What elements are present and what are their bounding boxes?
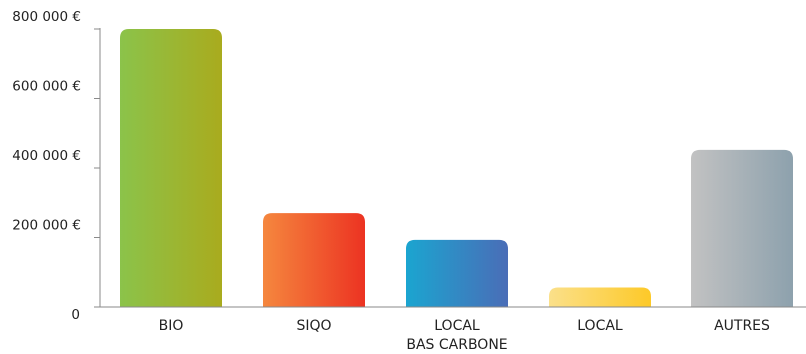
bar-5 [691,149,793,307]
bar-2 [263,213,365,307]
y-tick-label: 0 [71,307,80,323]
y-tick-label: 800 000 € [12,9,81,25]
bar-3 [406,239,508,307]
y-tick-label: 200 000 € [12,218,81,234]
x-category-label: BIO [159,318,184,334]
y-tick-label: 600 000 € [12,79,81,95]
x-category-label: LOCAL [434,318,480,334]
x-category-label: LOCAL [577,318,623,334]
x-category-label: SIQO [296,318,331,334]
x-category-label: AUTRES [714,318,770,334]
bar-1 [120,29,222,307]
y-tick-label: 400 000 € [12,148,81,164]
x-category-label: BAS CARBONE [406,337,507,353]
bar-4 [549,287,651,307]
